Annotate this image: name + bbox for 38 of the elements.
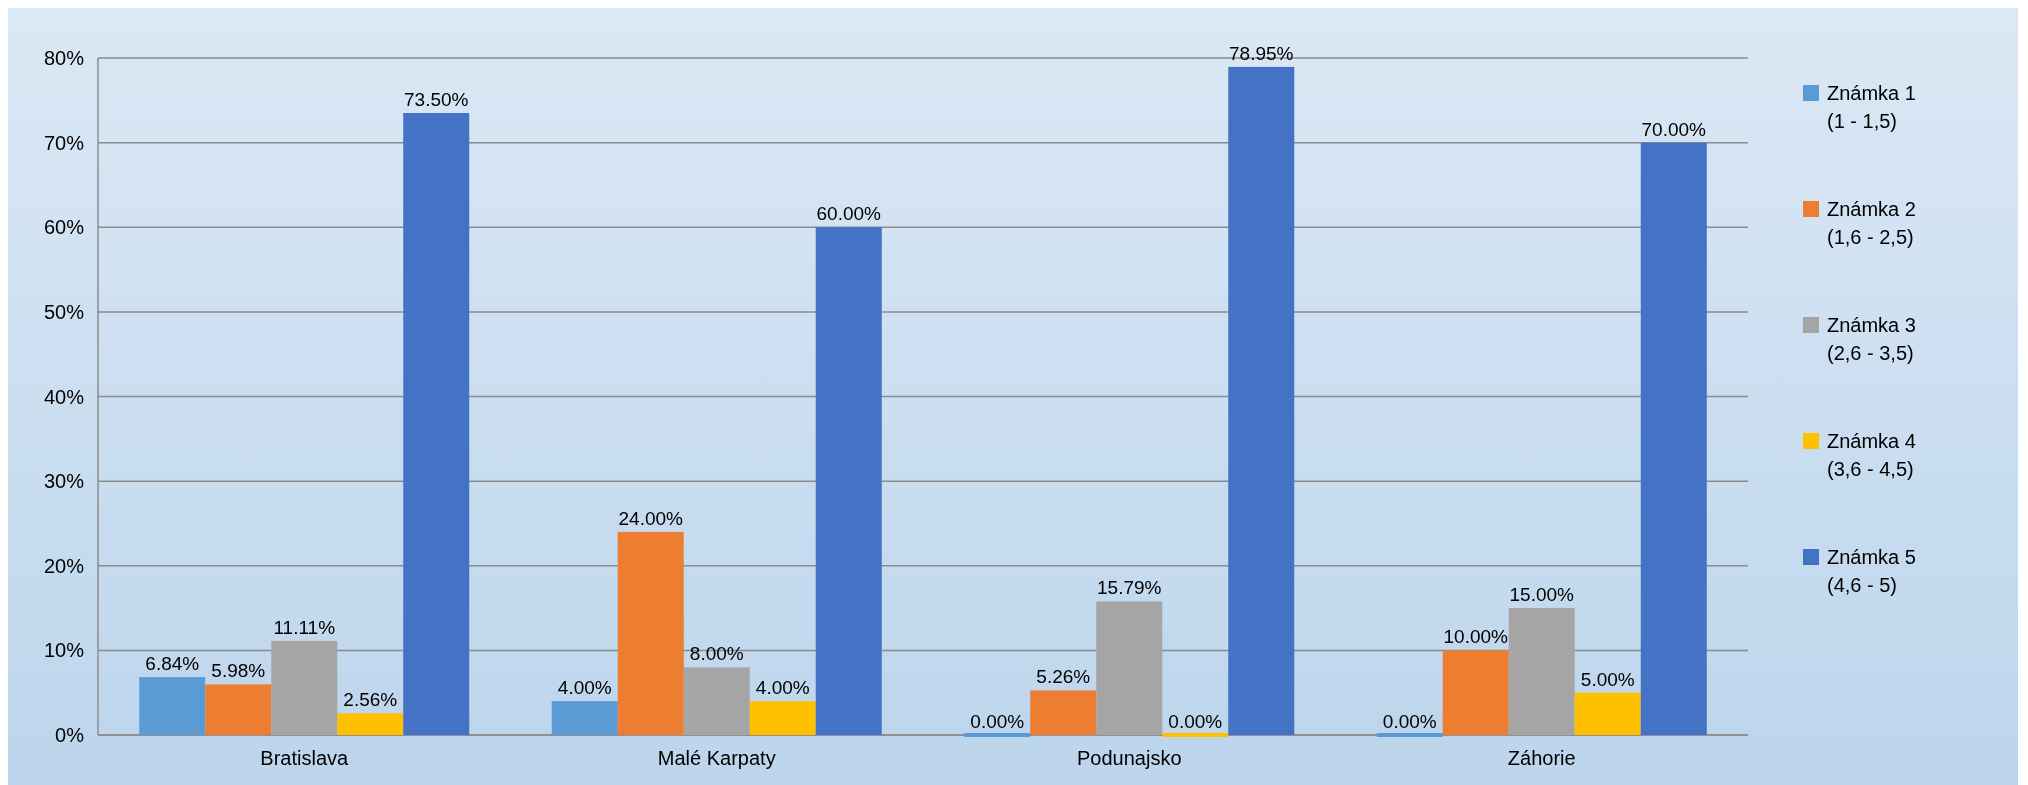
data-label: 5.98% (211, 660, 266, 682)
x-tick-label: Malé Karpaty (657, 747, 776, 769)
data-label: 11.11% (273, 616, 336, 638)
data-label: 73.50% (404, 89, 469, 111)
data-label: 0.00% (1168, 711, 1223, 732)
data-label: 2.56% (343, 689, 398, 711)
data-label: 8.00% (689, 643, 744, 665)
data-label: 4.00% (755, 677, 810, 699)
y-tick-label: 0% (55, 724, 85, 746)
x-tick-label: Záhorie (1507, 747, 1576, 769)
y-tick-label: 40% (43, 385, 85, 408)
y-tick-label: 30% (43, 470, 85, 493)
x-tick-label: Bratislava (260, 747, 350, 769)
x-tick-label: Podunajsko (1076, 747, 1182, 769)
y-tick-label: 80% (43, 47, 85, 69)
legend-label: Známka 2 (1,6 - 2,5) (1827, 198, 1916, 248)
legend-label: Známka 5 (4,6 - 5) (1827, 546, 1916, 596)
data-label: 60.00% (816, 203, 882, 225)
data-label: 5.26% (1036, 666, 1091, 688)
data-label: 10.00% (1443, 626, 1509, 648)
data-label: 5.00% (1580, 668, 1635, 690)
y-tick-label: 20% (43, 554, 85, 577)
legend-label: Známka 4 (3,6 - 4,5) (1827, 430, 1916, 480)
data-label: 0.00% (970, 711, 1025, 732)
data-label: 24.00% (618, 507, 684, 529)
y-tick-label: 60% (43, 216, 85, 239)
legend-label: Známka 3 (2,6 - 3,5) (1827, 314, 1916, 364)
legend-label: Známka 1 (1 - 1,5) (1827, 82, 1916, 132)
data-label: 78.95% (1229, 42, 1294, 64)
data-label: 4.00% (557, 677, 612, 699)
data-label: 6.84% (145, 653, 200, 675)
y-tick-label: 10% (43, 639, 85, 662)
y-tick-label: 70% (43, 131, 85, 154)
data-label: 70.00% (1641, 118, 1707, 140)
y-tick-label: 50% (43, 300, 85, 323)
data-label: 15.79% (1097, 577, 1162, 599)
data-label: 0.00% (1382, 711, 1437, 732)
data-label: 15.00% (1509, 584, 1575, 606)
